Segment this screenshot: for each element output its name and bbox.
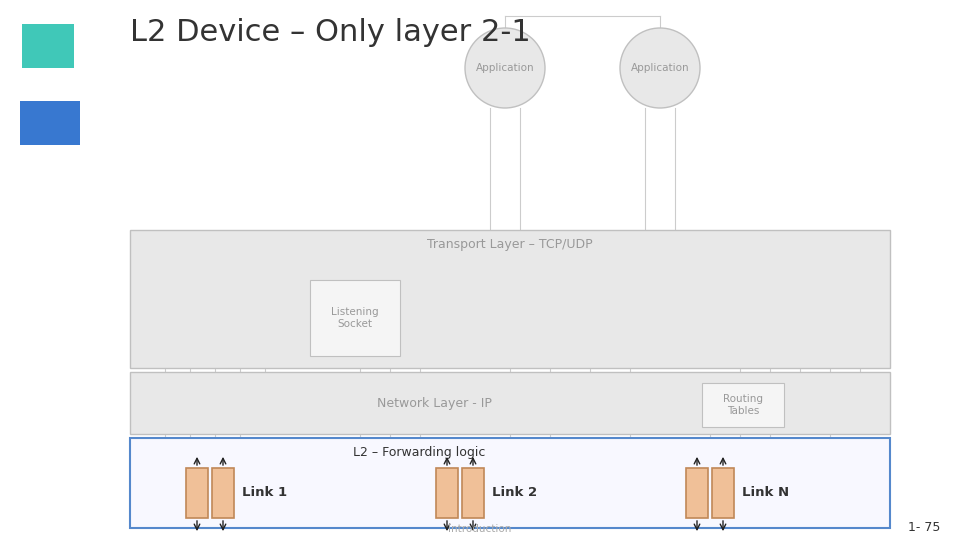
Circle shape (620, 28, 700, 108)
Bar (212, 468, 234, 518)
Bar (130, 438, 890, 528)
Text: Listening
Socket: Listening Socket (331, 307, 379, 329)
Bar (712, 468, 734, 518)
Bar (310, 280, 400, 356)
Bar (186, 468, 208, 518)
Text: Introduction: Introduction (448, 524, 512, 534)
Bar (436, 468, 458, 518)
Text: Link 1: Link 1 (242, 487, 287, 500)
Bar (462, 468, 484, 518)
Text: Link N: Link N (742, 487, 789, 500)
Bar (130, 372, 890, 434)
Bar (20, 101, 80, 145)
Text: Application: Application (631, 63, 689, 73)
Text: L2 – Forwarding logic: L2 – Forwarding logic (352, 446, 485, 459)
Bar (22, 24, 74, 68)
Text: Routing
Tables: Routing Tables (723, 394, 763, 416)
Text: L2 Device – Only layer 2-1: L2 Device – Only layer 2-1 (130, 18, 531, 47)
Bar (702, 383, 784, 427)
Text: Application: Application (476, 63, 535, 73)
Bar (130, 230, 890, 368)
Text: Link 2: Link 2 (492, 487, 538, 500)
Text: Transport Layer – TCP/UDP: Transport Layer – TCP/UDP (427, 238, 593, 251)
Circle shape (465, 28, 545, 108)
Bar (686, 468, 708, 518)
Text: Network Layer - IP: Network Layer - IP (376, 396, 492, 409)
Text: 1- 75: 1- 75 (907, 521, 940, 534)
